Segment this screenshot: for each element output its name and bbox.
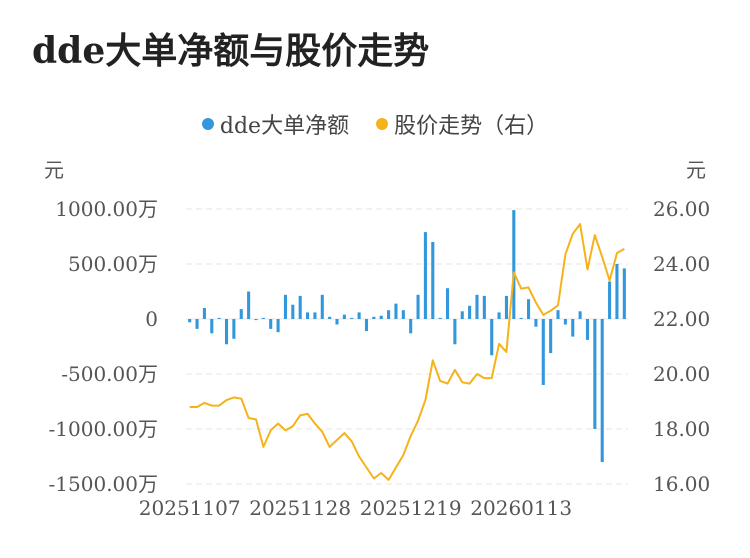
legend-item-dde[interactable]: dde大单净额 [201, 108, 350, 140]
bar[interactable] [372, 316, 376, 319]
bar[interactable] [468, 305, 472, 319]
bar[interactable] [416, 294, 420, 319]
bar[interactable] [512, 210, 516, 319]
bar[interactable] [394, 303, 398, 319]
bar[interactable] [357, 312, 361, 319]
bar[interactable] [445, 288, 450, 319]
bar[interactable] [600, 319, 604, 462]
bar[interactable] [364, 319, 369, 332]
bar[interactable] [210, 319, 214, 334]
legend-dot-price [376, 118, 389, 130]
bar[interactable] [571, 319, 575, 337]
bar[interactable] [608, 281, 612, 319]
price-line[interactable] [189, 223, 625, 481]
right-tick-label: 16.00 [653, 472, 710, 496]
bar[interactable] [504, 295, 508, 319]
bar[interactable] [563, 319, 567, 325]
bar[interactable] [549, 319, 553, 354]
right-axis-unit: 元 [686, 158, 706, 182]
line-series [189, 223, 625, 481]
left-tick-label: -1500.00万 [49, 472, 158, 496]
chart-title: dde大单净额与股价走势 [32, 30, 430, 72]
bar[interactable] [460, 311, 464, 319]
bar[interactable] [283, 294, 287, 319]
bar[interactable] [269, 319, 273, 329]
x-tick-label: 20251128 [249, 496, 351, 520]
bar[interactable] [291, 304, 295, 319]
left-tick-label: -1000.00万 [49, 417, 158, 441]
legend-label-dde: dde大单净额 [219, 114, 350, 139]
bar[interactable] [585, 319, 590, 340]
bar[interactable] [232, 319, 236, 339]
bar[interactable] [578, 311, 582, 319]
bar[interactable] [328, 316, 332, 319]
bar[interactable] [217, 317, 221, 319]
bar[interactable] [224, 319, 229, 345]
legend-label-price: 股价走势（右） [394, 114, 549, 139]
bar[interactable] [593, 319, 597, 429]
x-tick-label: 20251219 [360, 496, 462, 520]
left-axis-unit: 元 [44, 158, 64, 182]
bar[interactable] [497, 312, 501, 319]
bar[interactable] [541, 319, 545, 385]
bar[interactable] [615, 264, 619, 319]
bar[interactable] [482, 295, 486, 319]
bar[interactable] [490, 319, 494, 356]
legend-item-price[interactable]: 股价走势（右） [376, 108, 548, 140]
bar[interactable] [431, 242, 435, 319]
bar[interactable] [188, 319, 192, 323]
bar[interactable] [202, 308, 206, 319]
bar[interactable] [387, 310, 391, 319]
bar[interactable] [239, 309, 243, 319]
axes: 元 元 1000.00万 500.00万 0 -500.00万 -1000.00万 -15… [44, 158, 710, 520]
legend: dde大单净额 股价走势（右） [0, 108, 750, 140]
right-tick-label: 20.00 [653, 362, 710, 386]
bar[interactable] [335, 319, 339, 325]
bar[interactable] [527, 299, 531, 319]
right-tick-label: 24.00 [653, 252, 710, 276]
bar[interactable] [379, 315, 383, 319]
left-tick-label: -500.00万 [61, 362, 158, 386]
bar-series [188, 210, 626, 462]
x-tick-label: 20251107 [139, 496, 241, 520]
bar[interactable] [342, 314, 346, 319]
bar[interactable] [401, 310, 405, 319]
bar[interactable] [254, 319, 258, 321]
bar[interactable] [195, 319, 199, 329]
bar[interactable] [306, 312, 310, 319]
bar[interactable] [423, 232, 427, 319]
bar[interactable] [247, 291, 251, 320]
bar[interactable] [556, 310, 560, 319]
bar[interactable] [261, 317, 265, 319]
left-tick-label: 0 [145, 307, 158, 331]
bar[interactable] [519, 317, 523, 319]
right-tick-label: 22.00 [653, 307, 710, 331]
bar[interactable] [622, 268, 626, 319]
bar[interactable] [320, 294, 324, 319]
bar[interactable] [350, 317, 354, 319]
bar[interactable] [438, 317, 442, 319]
bar[interactable] [453, 319, 457, 345]
bar[interactable] [409, 319, 413, 334]
bar[interactable] [313, 312, 317, 319]
left-tick-label: 500.00万 [68, 252, 158, 276]
bar[interactable] [276, 319, 280, 333]
bar[interactable] [475, 294, 479, 319]
bar[interactable] [298, 295, 302, 319]
right-tick-label: 26.00 [653, 197, 710, 221]
gridlines [186, 208, 628, 485]
bar[interactable] [534, 319, 538, 327]
right-tick-label: 18.00 [653, 417, 710, 441]
x-tick-label: 20260113 [470, 496, 572, 520]
legend-dot-dde [201, 118, 214, 130]
left-tick-label: 1000.00万 [55, 197, 158, 221]
